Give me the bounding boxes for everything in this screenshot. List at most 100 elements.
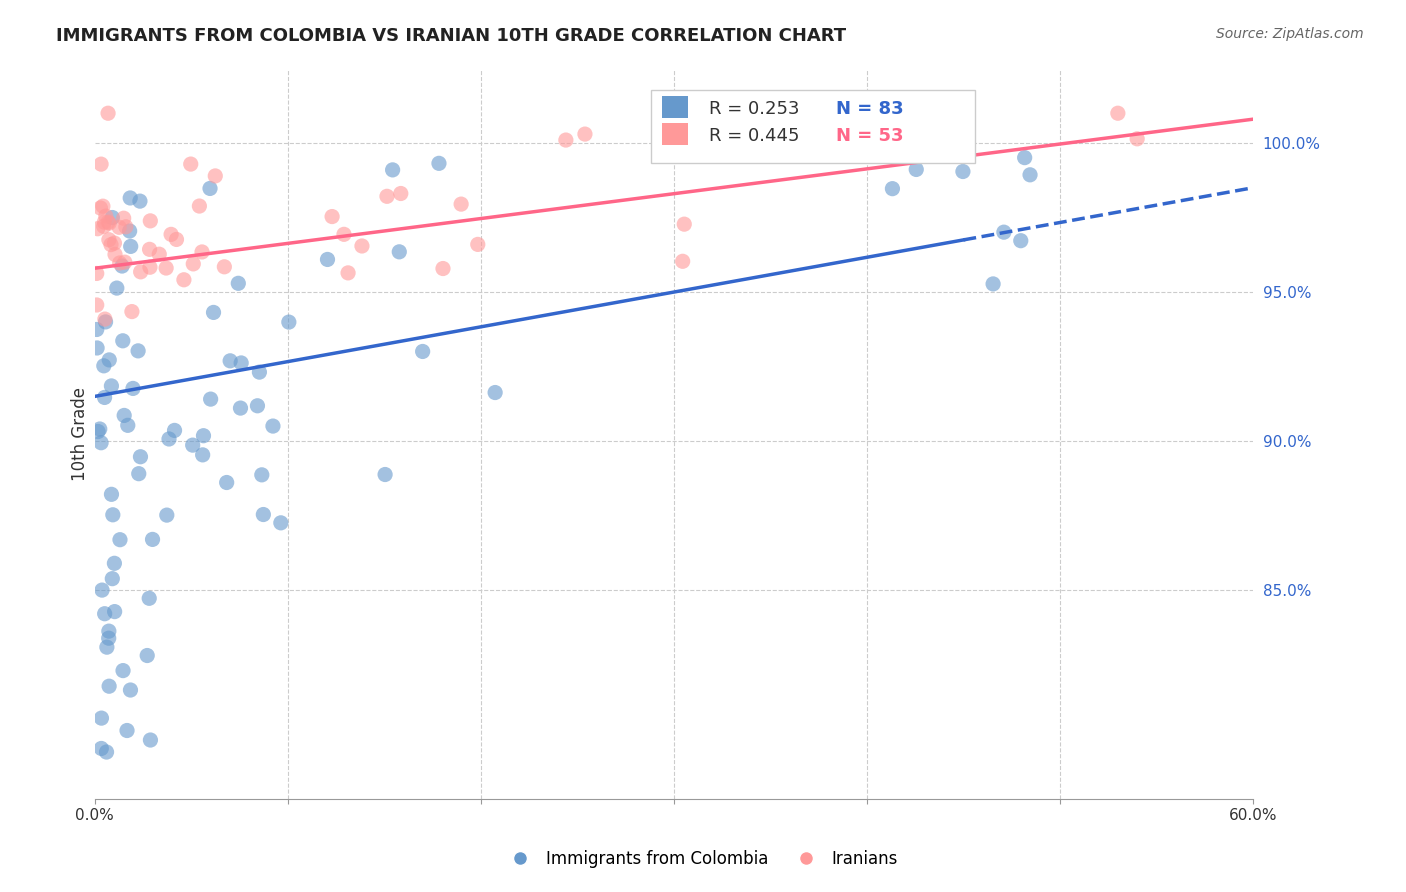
Immigrants from Colombia bbox=[219, 354, 242, 368]
Immigrants from Colombia bbox=[229, 401, 252, 415]
Immigrants from Colombia bbox=[270, 516, 292, 530]
Iranians bbox=[90, 157, 112, 171]
Iranians bbox=[103, 236, 125, 251]
Immigrants from Colombia bbox=[139, 733, 162, 747]
Immigrants from Colombia bbox=[108, 533, 131, 547]
Iranians bbox=[104, 247, 127, 261]
Iranians bbox=[97, 215, 120, 229]
Immigrants from Colombia bbox=[412, 344, 434, 359]
Iranians bbox=[108, 220, 131, 235]
Iranians bbox=[129, 265, 152, 279]
Immigrants from Colombia bbox=[226, 277, 249, 291]
Immigrants from Colombia bbox=[905, 162, 928, 177]
Immigrants from Colombia bbox=[89, 422, 111, 436]
Bar bbox=[662, 123, 688, 145]
Iranians bbox=[97, 233, 120, 247]
Immigrants from Colombia bbox=[90, 435, 112, 450]
Immigrants from Colombia bbox=[93, 607, 115, 621]
Immigrants from Colombia bbox=[215, 475, 238, 490]
Text: R = 0.253: R = 0.253 bbox=[709, 100, 799, 118]
Iranians bbox=[375, 189, 398, 203]
Iranians bbox=[139, 260, 162, 275]
Iranians bbox=[554, 133, 576, 147]
Iranians bbox=[180, 157, 202, 171]
Iranians bbox=[1126, 132, 1149, 146]
Iranians bbox=[1107, 106, 1129, 120]
Iranians bbox=[148, 247, 170, 261]
Immigrants from Colombia bbox=[163, 424, 186, 438]
Immigrants from Colombia bbox=[141, 533, 163, 547]
Immigrants from Colombia bbox=[316, 252, 339, 267]
Iranians bbox=[350, 239, 373, 253]
Text: N = 83: N = 83 bbox=[837, 100, 904, 118]
Iranians bbox=[181, 257, 204, 271]
Text: R = 0.445: R = 0.445 bbox=[709, 127, 799, 145]
Immigrants from Colombia bbox=[1010, 234, 1032, 248]
Immigrants from Colombia bbox=[231, 356, 253, 370]
Immigrants from Colombia bbox=[111, 259, 134, 273]
Iranians bbox=[139, 214, 162, 228]
Iranians bbox=[100, 237, 122, 252]
Immigrants from Colombia bbox=[200, 392, 222, 406]
Immigrants from Colombia bbox=[112, 409, 135, 423]
Immigrants from Colombia bbox=[103, 557, 125, 571]
Immigrants from Colombia bbox=[181, 438, 204, 452]
Iranians bbox=[93, 219, 115, 234]
Immigrants from Colombia bbox=[993, 225, 1015, 239]
Iranians bbox=[155, 260, 177, 275]
Text: N = 53: N = 53 bbox=[837, 127, 904, 145]
Immigrants from Colombia bbox=[90, 741, 112, 756]
Immigrants from Colombia bbox=[484, 385, 506, 400]
Immigrants from Colombia bbox=[105, 281, 128, 295]
Iranians bbox=[333, 227, 356, 242]
Immigrants from Colombia bbox=[250, 467, 273, 482]
Immigrants from Colombia bbox=[111, 334, 134, 348]
Immigrants from Colombia bbox=[122, 381, 145, 395]
Iranians bbox=[86, 267, 108, 281]
Immigrants from Colombia bbox=[981, 277, 1004, 291]
Iranians bbox=[337, 266, 360, 280]
Immigrants from Colombia bbox=[252, 508, 274, 522]
Immigrants from Colombia bbox=[381, 162, 404, 177]
Bar bbox=[662, 95, 688, 118]
Immigrants from Colombia bbox=[86, 341, 108, 355]
Immigrants from Colombia bbox=[277, 315, 299, 329]
Immigrants from Colombia bbox=[127, 343, 149, 358]
Immigrants from Colombia bbox=[198, 181, 221, 195]
Legend: Immigrants from Colombia, Iranians: Immigrants from Colombia, Iranians bbox=[501, 844, 905, 875]
Immigrants from Colombia bbox=[936, 106, 959, 120]
Immigrants from Colombia bbox=[112, 664, 135, 678]
Iranians bbox=[114, 219, 136, 234]
Immigrants from Colombia bbox=[156, 508, 179, 522]
Iranians bbox=[574, 127, 596, 141]
Immigrants from Colombia bbox=[96, 640, 118, 655]
Immigrants from Colombia bbox=[90, 711, 112, 725]
Iranians bbox=[191, 244, 214, 259]
Immigrants from Colombia bbox=[86, 322, 108, 336]
Iranians bbox=[86, 221, 108, 235]
Y-axis label: 10th Grade: 10th Grade bbox=[72, 386, 89, 481]
Iranians bbox=[673, 217, 696, 231]
Immigrants from Colombia bbox=[120, 191, 142, 205]
Iranians bbox=[166, 232, 188, 246]
Iranians bbox=[108, 256, 131, 270]
Iranians bbox=[93, 215, 115, 229]
Immigrants from Colombia bbox=[100, 487, 122, 501]
Text: Source: ZipAtlas.com: Source: ZipAtlas.com bbox=[1216, 27, 1364, 41]
Immigrants from Colombia bbox=[100, 379, 122, 393]
Immigrants from Colombia bbox=[118, 224, 141, 238]
Immigrants from Colombia bbox=[104, 605, 127, 619]
Immigrants from Colombia bbox=[91, 583, 114, 598]
Iranians bbox=[86, 298, 108, 312]
Iranians bbox=[121, 304, 143, 318]
Iranians bbox=[467, 237, 489, 252]
Immigrants from Colombia bbox=[1019, 168, 1042, 182]
Immigrants from Colombia bbox=[388, 244, 411, 259]
Iranians bbox=[450, 197, 472, 211]
Iranians bbox=[389, 186, 412, 201]
Immigrants from Colombia bbox=[120, 683, 142, 698]
Immigrants from Colombia bbox=[128, 467, 150, 481]
Bar bbox=[651, 90, 974, 163]
Immigrants from Colombia bbox=[97, 624, 120, 639]
Iranians bbox=[204, 169, 226, 183]
